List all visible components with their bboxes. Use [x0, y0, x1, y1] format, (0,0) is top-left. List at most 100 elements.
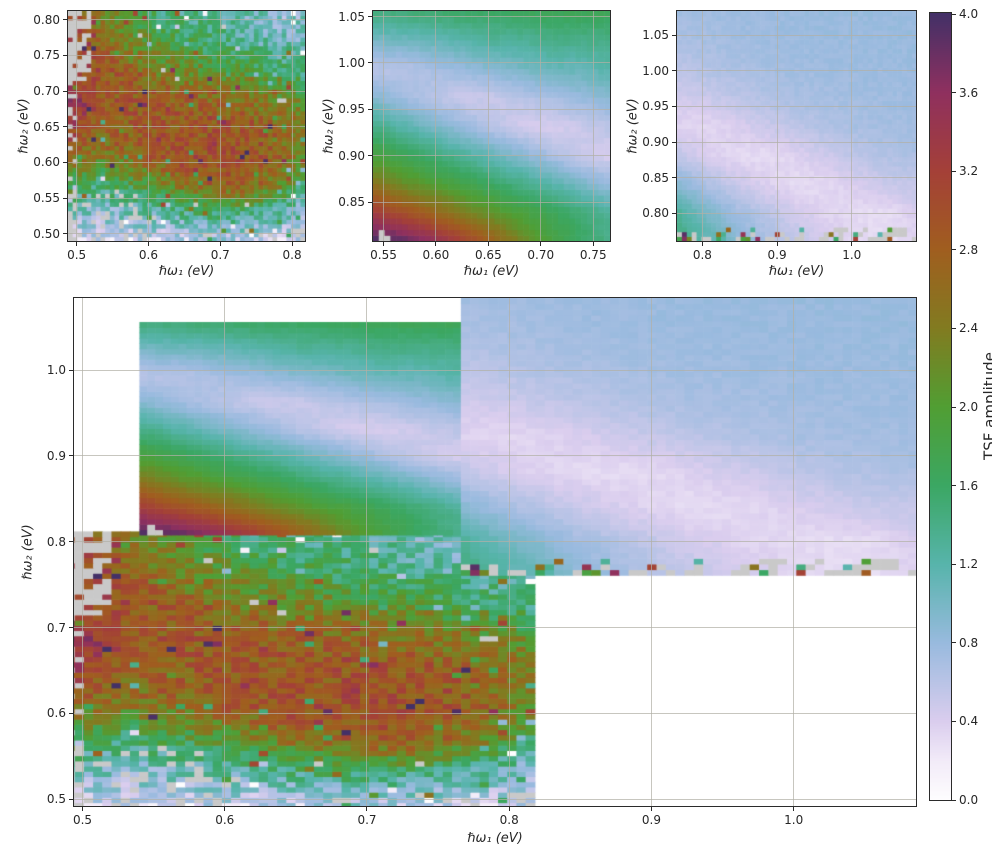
x-axis-label: ℏω₁ (eV) [768, 264, 825, 279]
x-tick-label: 0.8 [282, 248, 302, 262]
y-tick-label: 0.60 [33, 155, 60, 170]
y-axis-label: ℏω₂ (eV) [20, 524, 36, 580]
y-axis-label: ℏω₂ (eV) [625, 98, 641, 154]
y-tick [63, 19, 67, 21]
colorbar-tick [952, 642, 956, 644]
x-tick-label: 0.6 [138, 248, 158, 262]
y-tick-label: 0.5 [46, 792, 66, 807]
y-tick-label: 0.7 [46, 620, 66, 635]
y-tick [672, 212, 676, 214]
y-tick-label: 0.90 [338, 148, 365, 163]
x-tick-label: 0.60 [422, 248, 450, 262]
x-tick-label: 0.70 [527, 248, 555, 262]
y-axis-label: ℏω₂ (eV) [321, 98, 337, 154]
heatmap-canvas-top-right [677, 11, 916, 241]
y-tick-label: 0.85 [642, 170, 669, 185]
x-tick [650, 807, 652, 811]
x-tick-label: 0.7 [357, 813, 377, 827]
panel-top-middle-axes: ℏω₁ (eV) ℏω₂ (eV) 0.55 0.60 0.65 0.70 0.75 0.… [322, 10, 611, 278]
x-tick [82, 807, 84, 811]
y-tick [69, 627, 73, 628]
colorbar: 0.0 0.4 0.8 1.2 1.6 2.0 2.4 2.8 3.2 3.6 4.0 [929, 8, 978, 806]
x-tick [435, 242, 437, 246]
colorbar-tick-label: 0.4 [959, 714, 979, 729]
colorbar-tick-label: 2.4 [959, 321, 979, 336]
x-tick [592, 242, 594, 246]
y-tick-label: 0.8 [46, 534, 66, 549]
y-tick-label: 0.80 [642, 206, 669, 221]
y-tick [368, 155, 372, 157]
y-tick [63, 161, 67, 163]
colorbar-tick [952, 249, 956, 251]
colorbar-tick [952, 92, 956, 94]
x-tick-label: 0.5 [67, 248, 87, 262]
x-tick [701, 242, 703, 246]
x-tick-label: 1.0 [842, 248, 862, 262]
colorbar-tick-label: 1.6 [959, 478, 979, 493]
panel-top-left-axes: ℏω₁ (eV) ℏω₂ (eV) 0.5 0.6 0.7 0.8 0.50 0.55 0.… [17, 10, 306, 278]
x-tick-label: 0.8 [499, 813, 519, 827]
y-tick-label: 0.50 [33, 226, 60, 241]
colorbar-tick-label: 3.2 [959, 164, 979, 179]
y-tick [368, 16, 372, 18]
y-tick [69, 712, 73, 714]
x-tick-label: 0.5 [72, 813, 93, 827]
y-tick-label: 0.80 [33, 12, 60, 27]
y-tick-label: 0.95 [338, 102, 365, 117]
y-tick-label: 0.75 [33, 48, 60, 63]
x-tick [76, 242, 78, 246]
colorbar-tick-label: 3.6 [959, 85, 979, 100]
panel-composite-axes: ℏω₁ (eV) ℏω₂ (eV) 0.5 0.6 0.7 0.8 0.9 1.0 0.5 0… [21, 297, 917, 845]
colorbar-tick [952, 327, 956, 329]
y-tick-label: 1.0 [46, 363, 66, 378]
x-tick-label: 1.0 [784, 813, 804, 827]
y-axis-label: ℏω₂ (eV) [16, 98, 32, 154]
colorbar-tick [952, 13, 956, 15]
colorbar-tick-label: 0.0 [959, 793, 979, 807]
y-tick [672, 141, 676, 143]
x-tick-label: 0.55 [370, 248, 397, 262]
colorbar-tick-label: 4.0 [959, 7, 979, 21]
colorbar-label: TSF amplitude [980, 351, 992, 460]
y-tick-label: 0.95 [642, 99, 669, 114]
y-tick [69, 541, 73, 543]
x-tick-label: 0.9 [641, 813, 661, 827]
panel-top-right-axes: ℏω₁ (eV) ℏω₂ (eV) 0.8 0.9 1.0 0.80 0.85 0.90 0… [626, 10, 917, 278]
x-tick [291, 242, 293, 246]
heatmap-canvas-composite [74, 298, 916, 806]
x-tick-label: 0.75 [579, 248, 607, 262]
y-tick [69, 455, 73, 457]
x-tick [366, 807, 368, 811]
colorbar-tick [952, 170, 956, 172]
x-tick [382, 242, 384, 246]
y-tick [63, 54, 67, 56]
x-tick [508, 807, 510, 811]
colorbar-tick-label: 2.8 [959, 242, 979, 257]
y-tick [63, 126, 67, 128]
x-axis-label: ℏω₁ (eV) [158, 264, 215, 279]
x-tick [147, 242, 149, 246]
y-tick-label: 0.9 [46, 448, 66, 463]
y-tick-label: 1.05 [642, 28, 669, 43]
x-tick-label: 0.65 [474, 248, 502, 262]
x-tick-label: 0.7 [210, 248, 230, 262]
y-tick [63, 233, 67, 235]
y-tick-label: 0.70 [33, 84, 60, 98]
y-tick-label: 0.65 [33, 119, 60, 134]
y-tick [368, 62, 372, 64]
y-tick [69, 369, 73, 371]
x-tick [540, 242, 542, 246]
colorbar-tick [952, 485, 956, 487]
x-tick [219, 242, 221, 246]
colorbar-tick-label: 1.2 [959, 557, 979, 572]
x-tick [851, 242, 853, 246]
y-tick [63, 197, 67, 199]
y-tick-label: 1.00 [338, 55, 365, 70]
heatmap-canvas-top-left [68, 11, 305, 241]
y-tick-label: 0.55 [33, 191, 60, 206]
x-tick-label: 0.9 [767, 248, 787, 262]
colorbar-tick [952, 720, 956, 722]
heatmap-canvas-top-middle [373, 11, 610, 241]
y-tick [672, 105, 676, 107]
x-tick [776, 242, 778, 246]
